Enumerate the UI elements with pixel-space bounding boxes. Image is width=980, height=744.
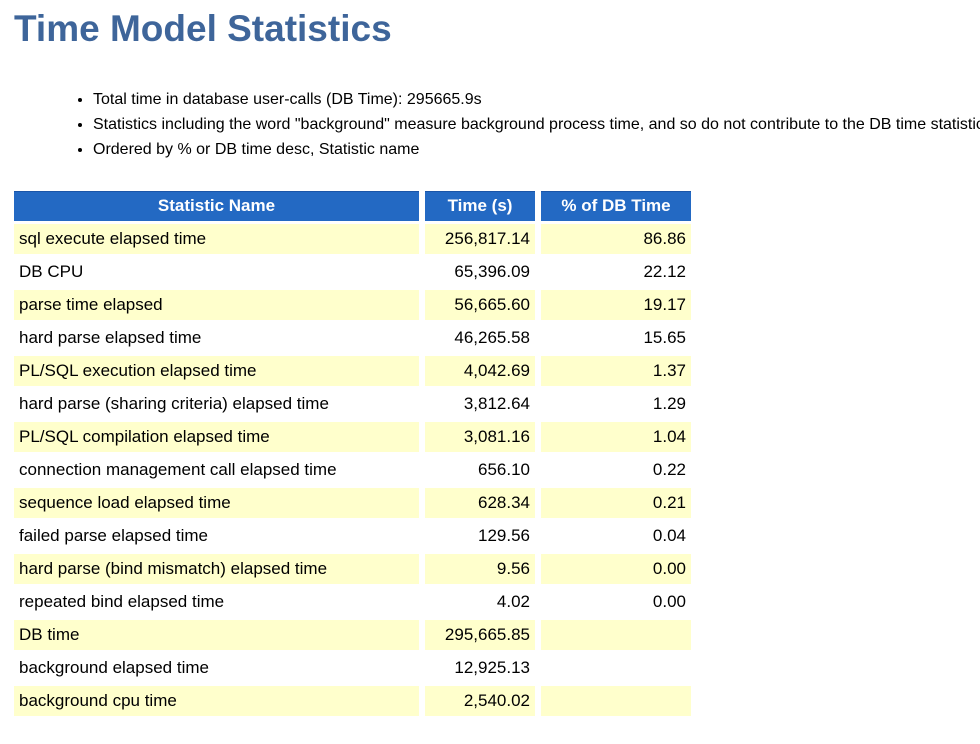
- pct-cell: 86.86: [541, 223, 691, 254]
- pct-cell: [541, 619, 691, 650]
- statistic-name-cell: hard parse (sharing criteria) elapsed ti…: [19, 393, 329, 413]
- table-row: DB time 295,665.85: [14, 619, 691, 650]
- pct-cell: 22.12: [643, 261, 686, 281]
- pct-cell: 0.00: [541, 553, 691, 584]
- statistic-name-cell: PL/SQL execution elapsed time: [14, 355, 419, 386]
- col-header-pct-db-time: % of DB Time: [541, 190, 691, 221]
- time-model-statistics-table: Statistic Name Time (s) % of DB Time sql…: [8, 188, 697, 719]
- statistic-name-cell: PL/SQL compilation elapsed time: [14, 421, 419, 452]
- pct-cell: 0.00: [652, 591, 686, 611]
- time-cell: 65,396.09: [454, 261, 530, 281]
- time-cell: 656.10: [478, 459, 530, 479]
- time-cell: 3,081.16: [425, 421, 535, 452]
- table-row: hard parse (sharing criteria) elapsed ti…: [14, 389, 691, 419]
- statistic-name-cell: DB time: [14, 619, 419, 650]
- table-header: Statistic Name Time (s) % of DB Time: [14, 190, 691, 221]
- time-cell: 56,665.60: [425, 289, 535, 320]
- pct-cell: 0.21: [541, 487, 691, 518]
- time-cell: 4,042.69: [425, 355, 535, 386]
- time-cell: 295,665.85: [425, 619, 535, 650]
- time-cell: 256,817.14: [425, 223, 535, 254]
- col-header-statistic-name: Statistic Name: [14, 190, 419, 221]
- pct-cell: [541, 685, 691, 716]
- col-header-time: Time (s): [425, 190, 535, 221]
- table-row: sql execute elapsed time 256,817.14 86.8…: [14, 223, 691, 254]
- table-body: sql execute elapsed time 256,817.14 86.8…: [14, 223, 691, 716]
- table-row: hard parse (bind mismatch) elapsed time …: [14, 553, 691, 584]
- statistic-name-cell: sequence load elapsed time: [14, 487, 419, 518]
- table-row: failed parse elapsed time 129.56 0.04: [14, 521, 691, 551]
- time-cell: 12,925.13: [454, 657, 530, 677]
- statistic-name-cell: repeated bind elapsed time: [19, 591, 225, 611]
- pct-cell: 1.29: [652, 393, 686, 413]
- table-row: connection management call elapsed time …: [14, 455, 691, 485]
- header-row: Statistic Name Time (s) % of DB Time: [14, 190, 691, 221]
- pct-cell: 1.37: [541, 355, 691, 386]
- page-title: Time Model Statistics: [14, 8, 392, 49]
- table-row: sequence load elapsed time 628.34 0.21: [14, 487, 691, 518]
- statistic-name-cell: background elapsed time: [19, 657, 209, 677]
- time-cell: 628.34: [425, 487, 535, 518]
- table-row: background elapsed time 12,925.13: [14, 653, 691, 683]
- time-cell: 3,812.64: [463, 393, 530, 413]
- statistic-name-cell: hard parse (bind mismatch) elapsed time: [14, 553, 419, 584]
- statistic-name-cell: hard parse elapsed time: [19, 327, 202, 347]
- statistic-name-cell: sql execute elapsed time: [14, 223, 419, 254]
- pct-cell: 1.04: [541, 421, 691, 452]
- table-row: background cpu time 2,540.02: [14, 685, 691, 716]
- statistic-name-cell: failed parse elapsed time: [19, 525, 209, 545]
- table-row: hard parse elapsed time 46,265.58 15.65: [14, 323, 691, 353]
- table-row: PL/SQL compilation elapsed time 3,081.16…: [14, 421, 691, 452]
- statistic-name-cell: connection management call elapsed time: [19, 459, 337, 479]
- pct-cell: [541, 653, 691, 683]
- time-cell: 46,265.58: [454, 327, 530, 347]
- table-row: parse time elapsed 56,665.60 19.17: [14, 289, 691, 320]
- pct-cell: 15.65: [643, 327, 686, 347]
- table-row: PL/SQL execution elapsed time 4,042.69 1…: [14, 355, 691, 386]
- time-cell: 129.56: [478, 525, 530, 545]
- pct-cell: 0.04: [652, 525, 686, 545]
- time-cell: 2,540.02: [425, 685, 535, 716]
- statistic-name-cell: DB CPU: [19, 261, 84, 281]
- note-ordering: Ordered by % or DB time desc, Statistic …: [93, 137, 980, 162]
- time-cell: 4.02: [496, 591, 530, 611]
- notes-list: Total time in database user-calls (DB Ti…: [0, 87, 980, 162]
- note-background: Statistics including the word "backgroun…: [93, 112, 980, 137]
- table-row: repeated bind elapsed time 4.02 0.00: [14, 587, 691, 617]
- table-row: DB CPU 65,396.09 22.12: [14, 257, 691, 287]
- pct-cell: 19.17: [541, 289, 691, 320]
- note-db-time: Total time in database user-calls (DB Ti…: [93, 87, 980, 112]
- statistic-name-cell: parse time elapsed: [14, 289, 419, 320]
- time-cell: 9.56: [425, 553, 535, 584]
- pct-cell: 0.22: [652, 459, 686, 479]
- statistic-name-cell: background cpu time: [14, 685, 419, 716]
